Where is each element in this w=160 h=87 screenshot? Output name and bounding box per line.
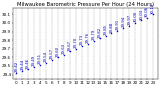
Text: 29.94: 29.94	[121, 16, 125, 27]
Point	[80, 46, 83, 47]
Point	[68, 51, 71, 52]
Point	[86, 43, 89, 44]
Point	[21, 70, 24, 72]
Point	[98, 38, 101, 39]
Text: 29.85: 29.85	[104, 24, 108, 35]
Text: 29.67: 29.67	[68, 39, 72, 51]
Point	[15, 72, 18, 74]
Text: 29.63: 29.63	[62, 43, 66, 54]
Point	[45, 62, 47, 63]
Point	[104, 35, 107, 37]
Text: 29.73: 29.73	[80, 34, 84, 46]
Text: 29.82: 29.82	[98, 27, 102, 38]
Point	[39, 64, 41, 66]
Point	[122, 27, 125, 29]
Point	[57, 57, 59, 58]
Text: 29.70: 29.70	[74, 37, 78, 48]
Point	[27, 69, 29, 70]
Point	[116, 30, 119, 31]
Text: 29.42: 29.42	[14, 61, 18, 72]
Text: 29.51: 29.51	[38, 53, 42, 64]
Text: 29.49: 29.49	[32, 55, 36, 66]
Text: 30.03: 30.03	[139, 8, 143, 20]
Point	[33, 66, 35, 68]
Point	[152, 14, 154, 15]
Text: 29.97: 29.97	[127, 14, 131, 25]
Text: 29.54: 29.54	[44, 51, 48, 62]
Point	[134, 22, 137, 24]
Text: 30.10: 30.10	[151, 2, 155, 14]
Title: Milwaukee Barometric Pressure Per Hour (24 Hours): Milwaukee Barometric Pressure Per Hour (…	[17, 2, 154, 7]
Text: 29.91: 29.91	[116, 19, 120, 30]
Point	[51, 59, 53, 61]
Text: 30.06: 30.06	[145, 6, 149, 17]
Point	[75, 48, 77, 49]
Point	[140, 20, 143, 21]
Point	[128, 25, 131, 26]
Point	[146, 17, 148, 19]
Text: 29.88: 29.88	[109, 21, 113, 33]
Text: 29.57: 29.57	[50, 48, 54, 59]
Text: 29.79: 29.79	[92, 29, 96, 40]
Point	[63, 54, 65, 56]
Point	[92, 40, 95, 42]
Text: 29.44: 29.44	[20, 59, 24, 70]
Text: 29.76: 29.76	[86, 32, 90, 43]
Text: 29.46: 29.46	[26, 58, 30, 69]
Point	[110, 33, 113, 34]
Text: 29.60: 29.60	[56, 46, 60, 57]
Text: 30.00: 30.00	[133, 11, 137, 22]
